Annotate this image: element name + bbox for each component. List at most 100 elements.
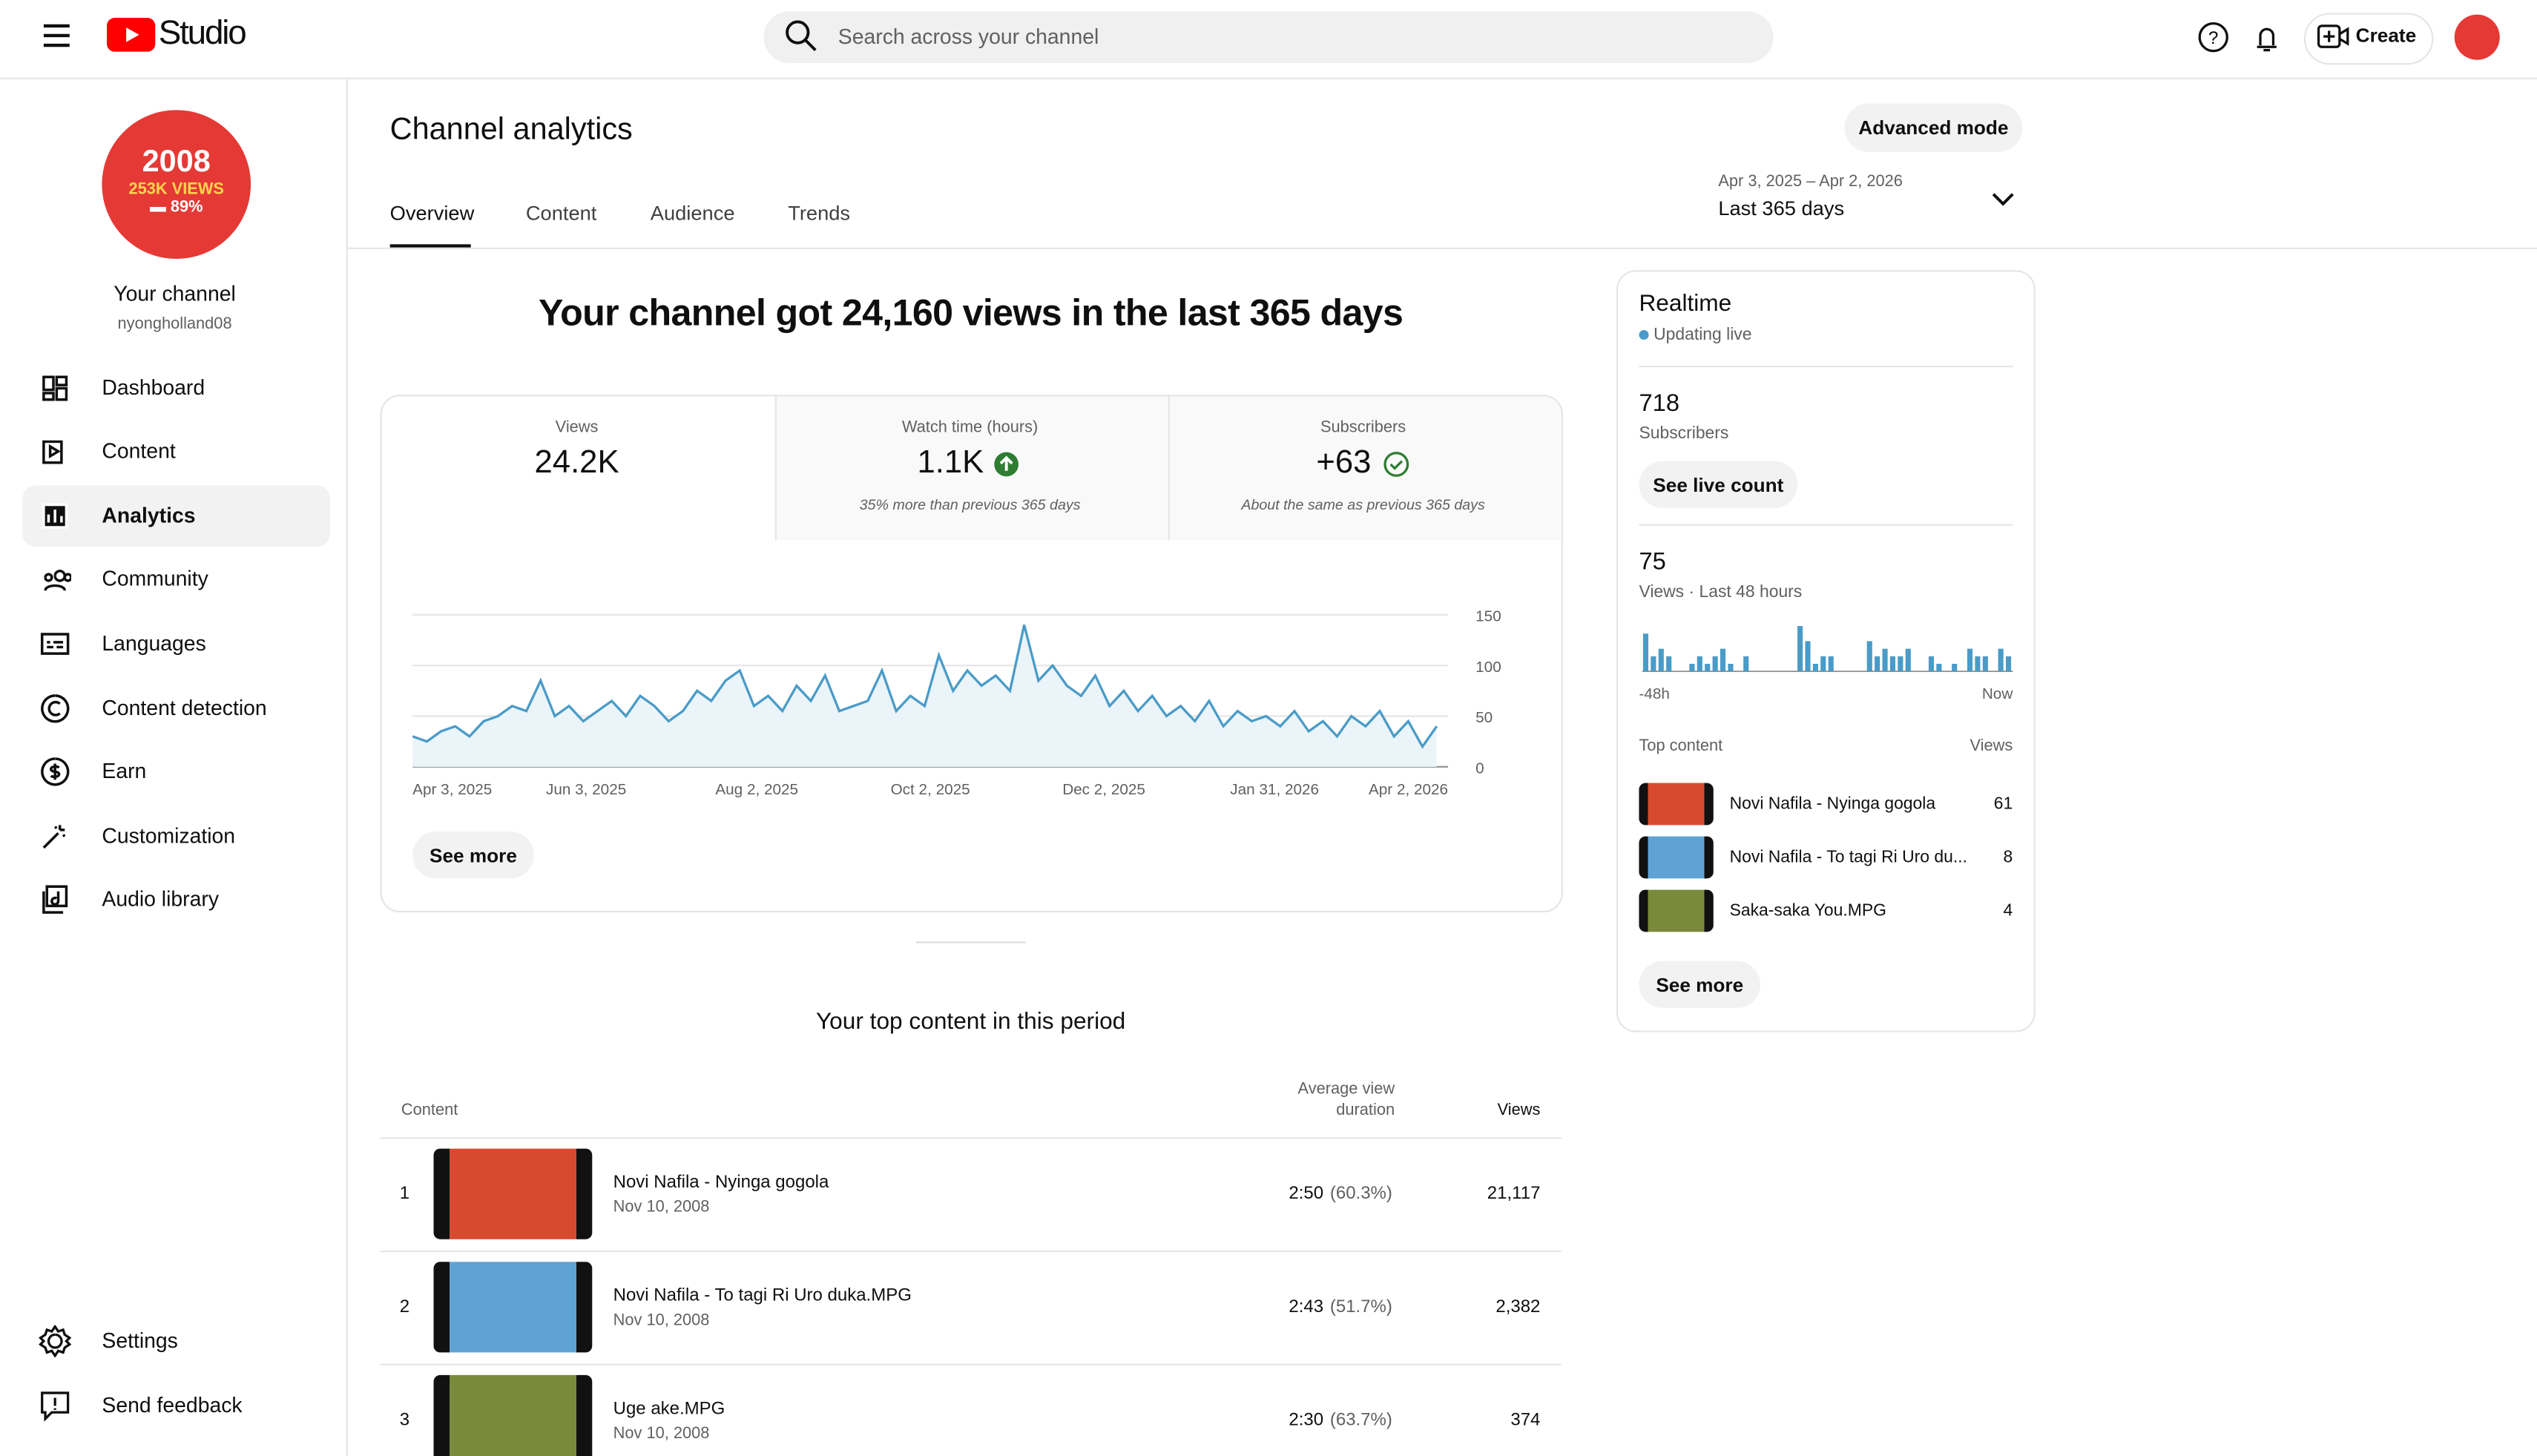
channel-name: Your channel [113,281,236,306]
metric-value: 1.1K [917,444,984,481]
see-live-count-button[interactable]: See live count [1639,461,1798,508]
rank: 1 [399,1184,410,1204]
bar [1805,641,1811,672]
x-tick-label: Oct 2, 2025 [891,781,970,798]
nav-icon [42,503,68,529]
tab-underline [389,244,471,248]
y-tick-label: 100 [1475,659,1501,676]
nav-item[interactable]: Content [102,438,176,463]
nav-icon [41,694,70,723]
bar [1982,656,1988,672]
video-title[interactable]: Novi Nafila - Nyinga gogola [613,1173,829,1193]
menu-button[interactable] [42,23,71,49]
icon-shape [43,504,67,528]
tab[interactable]: Content [525,202,597,225]
nav-item[interactable]: Content detection [102,695,267,720]
icon-shape [42,885,68,914]
y-tick-label: 0 [1475,760,1484,777]
tabs-divider [347,247,2537,249]
thumbnail[interactable] [1639,783,1714,826]
create-label: Create [2355,24,2417,47]
nav-item[interactable]: Send feedback [102,1392,243,1417]
thumbnail[interactable] [433,1374,593,1456]
row-divider [380,1363,1562,1366]
see-more-button[interactable]: See more [412,831,534,879]
realtime-card [1616,270,2036,1032]
item-title[interactable]: Novi Nafila - Nyinga gogola [1729,794,1936,814]
bar [1975,656,1981,672]
create-button[interactable] [2303,13,2434,65]
bar [1689,663,1695,672]
bar [1828,656,1834,672]
nav-item[interactable]: Analytics [102,503,196,528]
item-views: 4 [2003,900,2013,921]
bar [1743,656,1749,672]
avg-duration: 2:50 [1289,1184,1324,1204]
item-title[interactable]: Novi Nafila - To tagi Ri Uro du... [1729,847,1967,868]
x-tick-label: Apr 3, 2025 [412,781,492,798]
realtime-title: Realtime [1639,291,1732,317]
nav-item[interactable]: Languages [102,630,206,656]
advanced-mode-button[interactable]: Advanced mode [1844,103,2023,153]
metric-label: Views [555,418,599,437]
active-nav-background [22,485,330,547]
icon-shape [42,825,66,849]
metric-label: Watch time (hours) [901,418,1039,437]
nav-item[interactable]: Audio library [102,886,220,911]
bar [2005,656,2012,672]
video-date: Nov 10, 2008 [613,1199,710,1217]
item-title[interactable]: Saka-saka You.MPG [1729,900,1886,921]
y-tick-label: 150 [1475,608,1501,625]
thumbnail[interactable] [433,1148,593,1239]
nav-item[interactable]: Customization [102,823,236,848]
x-tick-label: Jan 31, 2026 [1230,781,1319,798]
nav-item[interactable]: Community [102,566,208,591]
bar [1905,648,1911,672]
nav-icon [44,570,71,591]
video-title[interactable]: Novi Nafila - To tagi Ri Uro duka.MPG [613,1285,912,1306]
thumbnail[interactable] [433,1262,593,1353]
search-box[interactable] [763,11,1774,64]
col-duration: Average view duration [1297,1080,1395,1120]
nav-item[interactable]: Settings [102,1328,178,1353]
bar [1642,633,1649,672]
nav-item[interactable]: Earn [102,758,147,783]
bar [1705,663,1711,672]
tab[interactable]: Trends [788,202,851,225]
youtube-logo[interactable] [106,17,156,52]
views: 2,382 [1495,1297,1541,1317]
rank: 3 [399,1410,410,1431]
divider [1639,524,2013,526]
x-tick-label: Jun 3, 2025 [546,781,626,798]
thumbnail[interactable] [1639,836,1714,879]
live-dot [1639,329,1649,340]
period[interactable]: Last 365 days [1718,197,1845,220]
thumbnail[interactable] [1639,889,1714,932]
period-dropdown[interactable] [1992,191,2015,207]
help-and-notifications[interactable]: ? [2197,19,2294,55]
create-icon [2317,24,2349,48]
bar [1898,656,1903,672]
avg-duration: 2:43 [1289,1297,1324,1317]
avg-percent: (60.3%) [1329,1184,1392,1204]
x-label: Now [1982,685,2013,702]
icon-shape [41,1391,70,1422]
icon-shape [44,570,71,591]
account-avatar[interactable] [2454,14,2500,60]
area-fill [412,625,1437,767]
y-tick-label: 50 [1475,709,1493,726]
avatar-percent: ▬ 89% [149,199,203,217]
tab[interactable]: Overview [389,202,475,225]
bar [1697,656,1702,672]
metric-note: 35% more than previous 365 days [859,496,1081,513]
realtime-see-more[interactable]: See more [1639,961,1761,1008]
tab[interactable]: Audience [650,202,735,225]
date-range: Apr 3, 2025 – Apr 2, 2026 [1718,173,1903,191]
channel-avatar: 2008 253K VIEWS ▬ 89% [102,110,251,259]
bar [1875,656,1880,672]
nav-item[interactable]: Dashboard [102,375,205,400]
video-title[interactable]: Uge ake.MPG [613,1399,725,1419]
icon-shape [41,694,70,723]
nav-icon [42,885,68,914]
